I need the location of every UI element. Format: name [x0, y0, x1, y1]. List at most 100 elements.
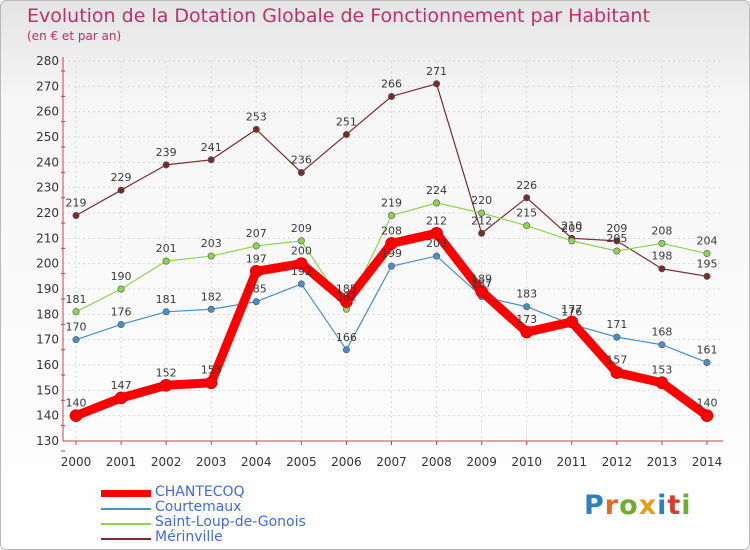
data-point-chantecoq	[610, 366, 624, 379]
data-label-m-rinville: 229	[111, 171, 132, 184]
data-label-saint-loup-de-gonois: 204	[696, 235, 717, 248]
data-point-courtemaux	[207, 305, 215, 313]
y-tick-label: 240	[36, 155, 59, 169]
data-point-m-rinville	[342, 130, 350, 138]
data-point-saint-loup-de-gonois	[252, 242, 260, 250]
data-label-saint-loup-de-gonois: 205	[606, 232, 627, 245]
data-label-chantecoq: 153	[651, 364, 672, 377]
data-point-saint-loup-de-gonois	[703, 250, 711, 258]
x-tick-label: 2011	[556, 455, 587, 469]
y-tick-label: 230	[36, 181, 59, 195]
data-label-m-rinville: 271	[426, 65, 447, 78]
data-point-saint-loup-de-gonois	[207, 252, 215, 260]
data-point-chantecoq	[295, 257, 308, 270]
legend-swatch-saint-loup	[101, 523, 151, 525]
data-label-courtemaux: 203	[426, 237, 447, 250]
legend-swatch-courtemaux	[101, 508, 151, 510]
data-point-courtemaux	[252, 298, 260, 306]
data-point-saint-loup-de-gonois	[568, 237, 576, 245]
data-label-chantecoq: 153	[201, 364, 222, 377]
data-point-courtemaux	[387, 262, 395, 270]
data-point-m-rinville	[207, 156, 215, 164]
data-label-m-rinville: 241	[201, 141, 222, 154]
y-tick-label: 260	[36, 105, 59, 119]
x-tick-label: 2000	[61, 455, 92, 469]
data-point-chantecoq	[69, 409, 83, 422]
data-label-chantecoq: 177	[561, 303, 582, 316]
data-point-chantecoq	[204, 376, 218, 390]
data-point-saint-loup-de-gonois	[433, 199, 441, 207]
x-tick-label: 2012	[602, 455, 633, 469]
data-label-saint-loup-de-gonois: 182	[336, 290, 357, 303]
data-point-m-rinville	[613, 237, 621, 245]
data-point-chantecoq	[340, 295, 353, 308]
data-label-chantecoq: 185	[336, 283, 357, 296]
data-label-m-rinville: 195	[696, 257, 717, 270]
legend-label: Saint-Loup-de-Gonois	[155, 514, 306, 530]
y-tick-label: 180	[36, 307, 59, 321]
data-label-courtemaux: 181	[156, 293, 177, 306]
data-label-courtemaux: 185	[246, 283, 267, 296]
legend-label: CHANTECOQ	[155, 484, 245, 500]
data-label-courtemaux: 171	[606, 318, 627, 331]
data-label-saint-loup-de-gonois: 209	[291, 222, 312, 235]
y-tick-label: 150	[36, 383, 59, 397]
data-label-saint-loup-de-gonois: 190	[111, 270, 132, 283]
chart-title: Evolution de la Dotation Globale de Fonc…	[27, 5, 650, 27]
y-tick-label: 160	[36, 358, 59, 372]
data-label-m-rinville: 209	[606, 222, 627, 235]
data-label-chantecoq: 189	[471, 273, 492, 286]
data-label-courtemaux: 168	[651, 326, 672, 339]
x-tick-label: 2006	[331, 455, 362, 469]
data-point-m-rinville	[117, 186, 125, 194]
x-tick-label: 2003	[196, 455, 227, 469]
data-label-courtemaux: 192	[291, 265, 312, 278]
data-point-courtemaux	[433, 252, 441, 260]
data-point-chantecoq	[655, 376, 669, 390]
data-label-chantecoq: 208	[381, 224, 402, 237]
data-point-courtemaux	[117, 320, 125, 328]
data-label-saint-loup-de-gonois: 181	[66, 293, 87, 306]
legend-item-chantecoq: CHANTECOQ	[101, 484, 401, 501]
data-point-courtemaux	[613, 333, 621, 341]
data-point-courtemaux	[72, 336, 80, 344]
data-point-saint-loup-de-gonois	[478, 209, 486, 217]
data-label-chantecoq: 200	[291, 245, 312, 258]
data-label-saint-loup-de-gonois: 224	[426, 184, 447, 197]
legend-swatch-merinville	[101, 538, 151, 540]
data-point-saint-loup-de-gonois	[162, 257, 170, 265]
legend-swatch-chantecoq	[101, 490, 151, 497]
y-tick-label: 190	[36, 282, 59, 296]
data-point-chantecoq	[700, 409, 714, 422]
data-point-m-rinville	[478, 229, 486, 237]
data-point-m-rinville	[297, 168, 305, 176]
data-point-chantecoq	[430, 226, 443, 240]
chart-subtitle: (en € et par an)	[27, 29, 122, 43]
data-point-courtemaux	[162, 308, 170, 316]
data-label-courtemaux: 166	[336, 331, 357, 344]
data-point-saint-loup-de-gonois	[297, 237, 305, 245]
data-point-m-rinville	[72, 212, 80, 220]
y-tick-label: 200	[36, 257, 59, 271]
y-tick-label: 270	[36, 79, 59, 93]
data-point-saint-loup-de-gonois	[387, 212, 395, 220]
data-point-chantecoq	[385, 237, 398, 250]
data-label-courtemaux: 176	[561, 305, 582, 318]
x-tick-label: 2008	[421, 455, 452, 469]
data-label-saint-loup-de-gonois: 203	[201, 237, 222, 250]
data-point-saint-loup-de-gonois	[523, 222, 531, 230]
data-point-chantecoq	[520, 325, 534, 339]
data-point-courtemaux	[342, 346, 350, 354]
data-label-courtemaux: 183	[516, 288, 537, 301]
x-tick-label: 2007	[376, 455, 407, 469]
legend-item-merinville: Mérinville	[101, 529, 401, 546]
y-tick-label: 170	[36, 333, 59, 347]
data-point-m-rinville	[387, 92, 395, 100]
data-label-courtemaux: 176	[111, 305, 132, 318]
data-label-chantecoq: 173	[516, 313, 537, 326]
y-tick-label: 140	[36, 409, 59, 423]
data-point-chantecoq	[249, 264, 263, 278]
y-tick-label: 130	[36, 434, 59, 448]
data-point-courtemaux	[703, 358, 711, 366]
